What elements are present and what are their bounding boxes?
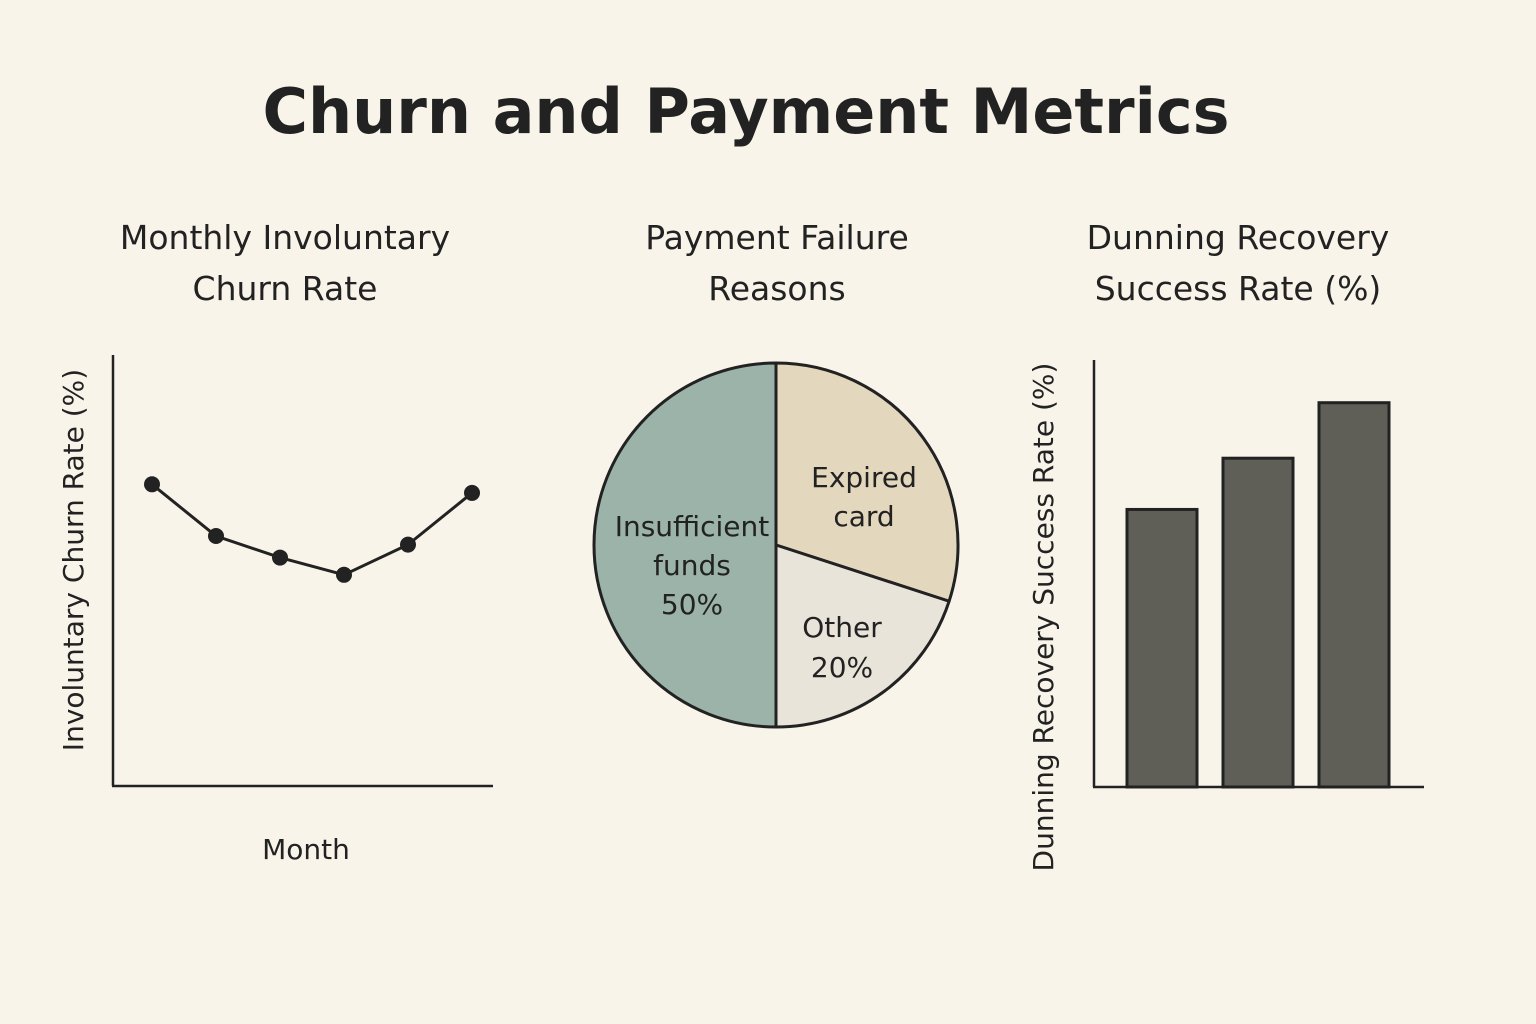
pie-label-expired-2: card: [833, 500, 894, 533]
line-series: [151, 483, 473, 577]
line-x-label: Month: [262, 833, 350, 866]
bar-chart-title-1: Dunning Recovery: [1087, 218, 1390, 257]
line-point-4: [336, 566, 352, 583]
line-point-2: [208, 528, 224, 545]
bar-y-label: Dunning Recovery Success Rate (%): [1027, 363, 1060, 872]
pie-chart-title-2: Reasons: [708, 269, 845, 308]
line-point-3: [272, 549, 288, 566]
pie-slice-2: [774, 543, 951, 729]
bar-1: [1125, 507, 1199, 789]
line-point-5: [400, 536, 416, 553]
line-chart: Monthly Involuntary Churn Rate Month Inv…: [57, 218, 493, 866]
pie-slice-1: [774, 361, 960, 603]
bar-chart-title-2: Success Rate (%): [1095, 269, 1382, 308]
line-y-label: Involuntary Churn Rate (%): [57, 369, 90, 751]
pie-label-insufficient-2: funds: [653, 549, 731, 582]
pie-chart-title-1: Payment Failure: [645, 218, 909, 257]
pie-label-other-2: 20%: [811, 651, 873, 684]
line-chart-title-1: Monthly Involuntary: [120, 218, 450, 257]
pie-slice-3: [592, 361, 778, 729]
pie-label-expired-1: Expired: [811, 461, 917, 494]
bar-2: [1221, 456, 1295, 789]
pie-label-insufficient-3: 50%: [661, 588, 723, 621]
line-point-1: [144, 476, 160, 493]
bar-3: [1317, 401, 1391, 789]
pie-chart: Payment Failure Reasons Expired card Oth…: [592, 218, 960, 729]
bar-chart: Dunning Recovery Success Rate (%) Dunnin…: [1027, 218, 1424, 871]
pie-label-other-1: Other: [802, 611, 882, 644]
line-point-6: [464, 484, 480, 501]
pie-label-insufficient-1: Insufficient: [615, 510, 770, 543]
line-chart-title-2: Churn Rate: [193, 269, 378, 308]
page-title: Churn and Payment Metrics: [262, 75, 1229, 148]
